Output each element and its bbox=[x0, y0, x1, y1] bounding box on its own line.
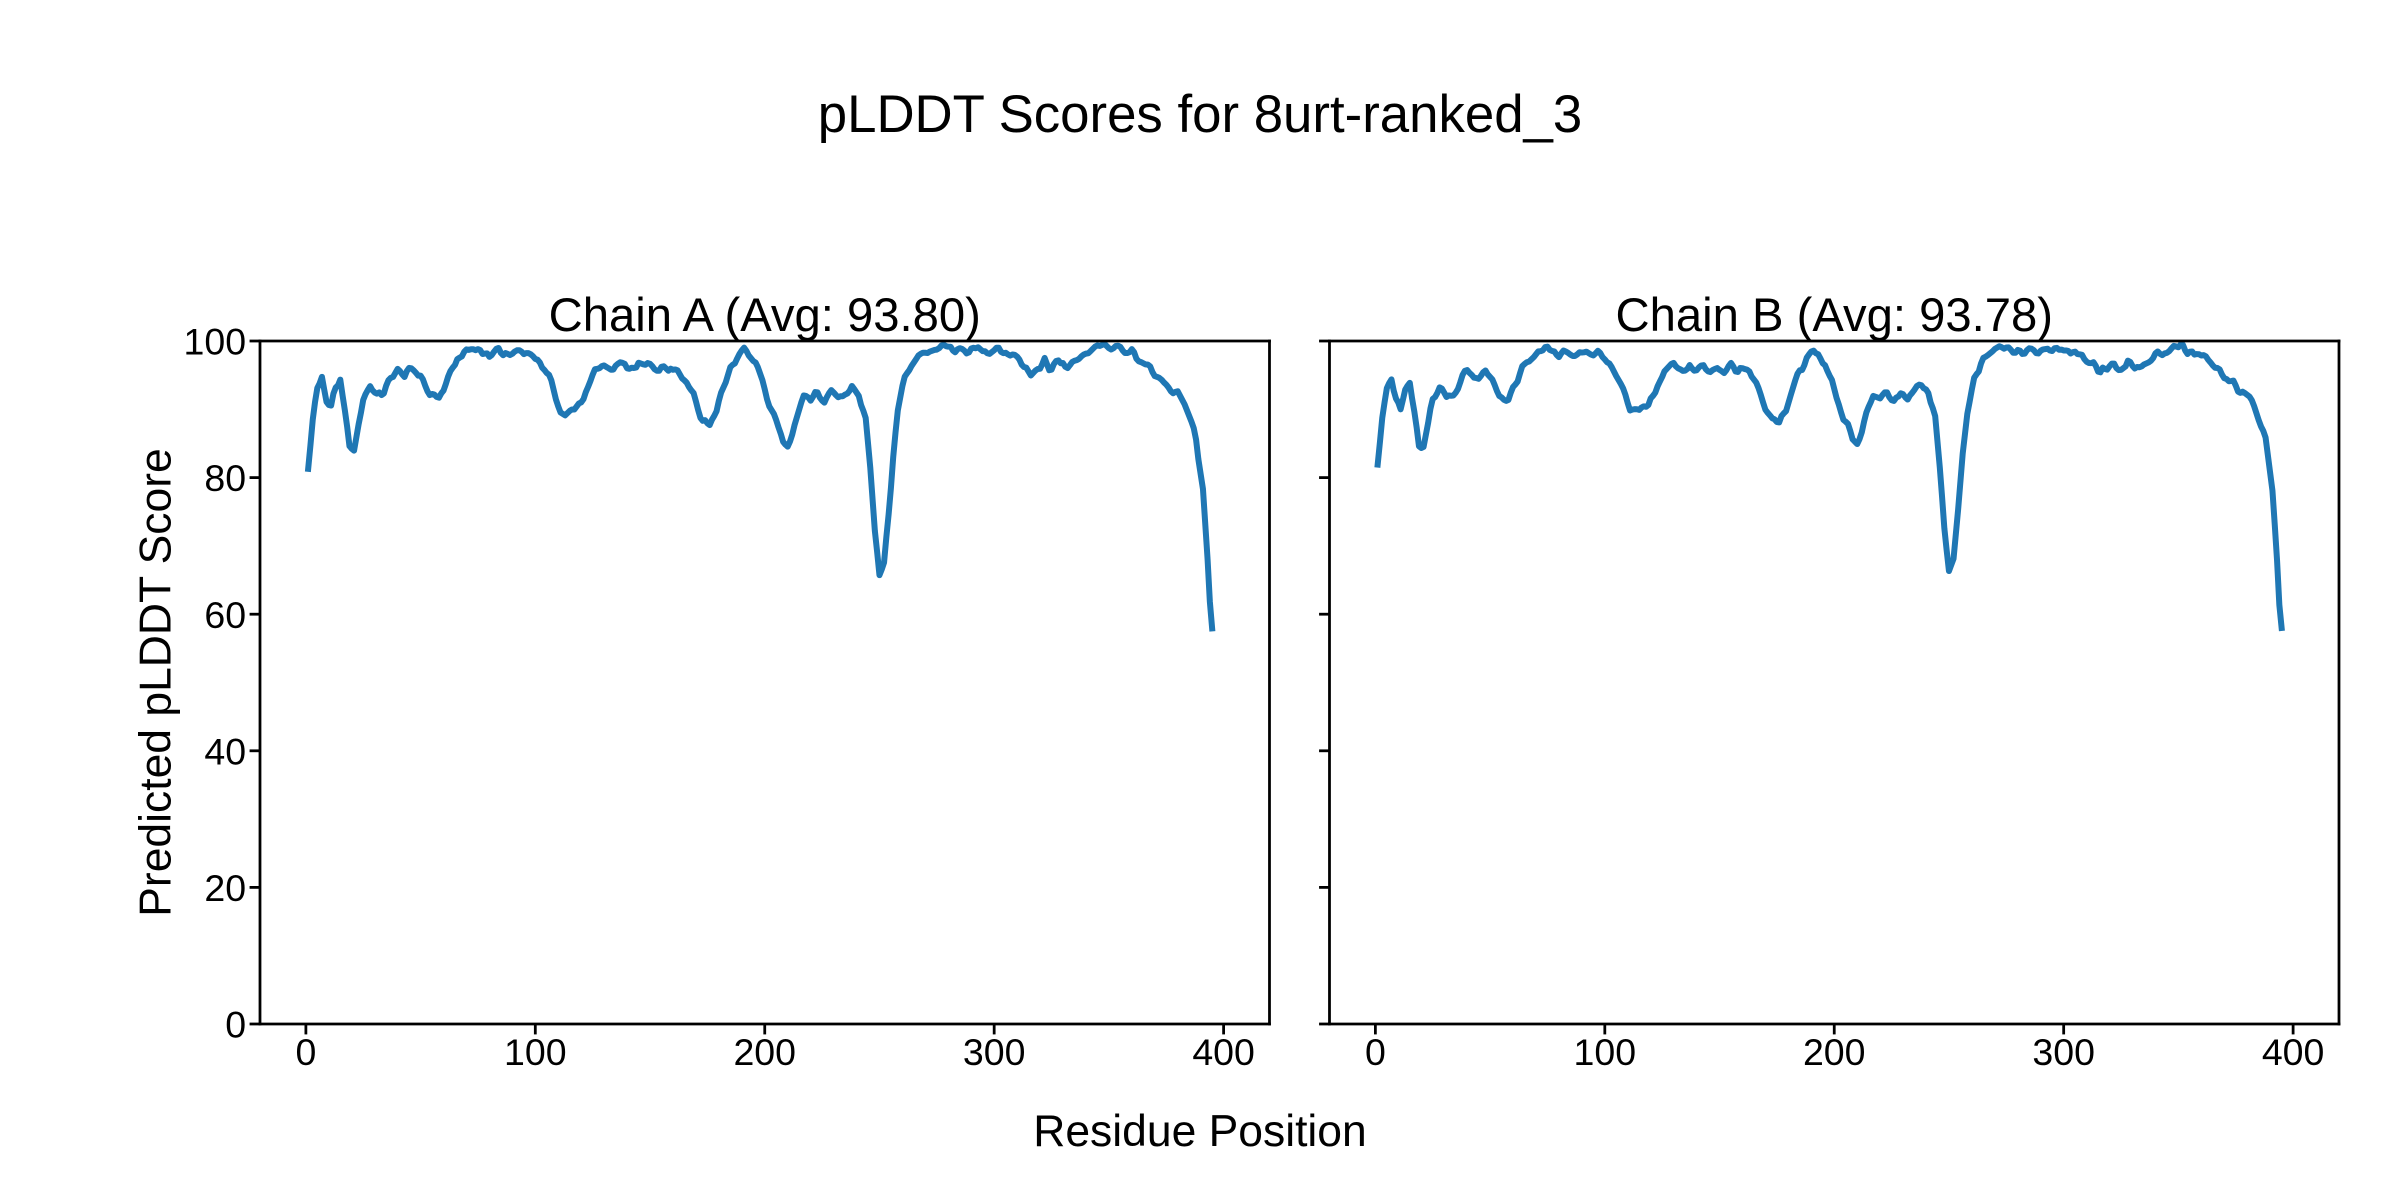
svg-text:40: 40 bbox=[204, 730, 246, 772]
svg-text:Chain A (Avg: 93.80): Chain A (Avg: 93.80) bbox=[549, 289, 981, 342]
svg-text:400: 400 bbox=[2262, 1031, 2325, 1073]
svg-text:200: 200 bbox=[1803, 1031, 1866, 1073]
svg-text:100: 100 bbox=[1574, 1031, 1637, 1073]
svg-text:Predicted pLDDT Score: Predicted pLDDT Score bbox=[131, 448, 180, 916]
svg-text:300: 300 bbox=[963, 1031, 1026, 1073]
svg-text:100: 100 bbox=[183, 321, 246, 363]
svg-text:pLDDT Scores for 8urt-ranked_3: pLDDT Scores for 8urt-ranked_3 bbox=[818, 85, 1582, 144]
svg-text:300: 300 bbox=[2032, 1031, 2095, 1073]
svg-text:100: 100 bbox=[504, 1031, 567, 1073]
svg-text:Residue Position: Residue Position bbox=[1033, 1107, 1366, 1156]
svg-text:20: 20 bbox=[204, 867, 246, 909]
svg-text:80: 80 bbox=[204, 457, 246, 499]
svg-text:0: 0 bbox=[225, 1004, 246, 1046]
svg-text:400: 400 bbox=[1192, 1031, 1255, 1073]
svg-text:200: 200 bbox=[733, 1031, 796, 1073]
svg-text:Chain B (Avg: 93.78): Chain B (Avg: 93.78) bbox=[1616, 289, 2053, 342]
svg-text:0: 0 bbox=[295, 1031, 316, 1073]
svg-text:0: 0 bbox=[1365, 1031, 1386, 1073]
svg-text:60: 60 bbox=[204, 594, 246, 636]
